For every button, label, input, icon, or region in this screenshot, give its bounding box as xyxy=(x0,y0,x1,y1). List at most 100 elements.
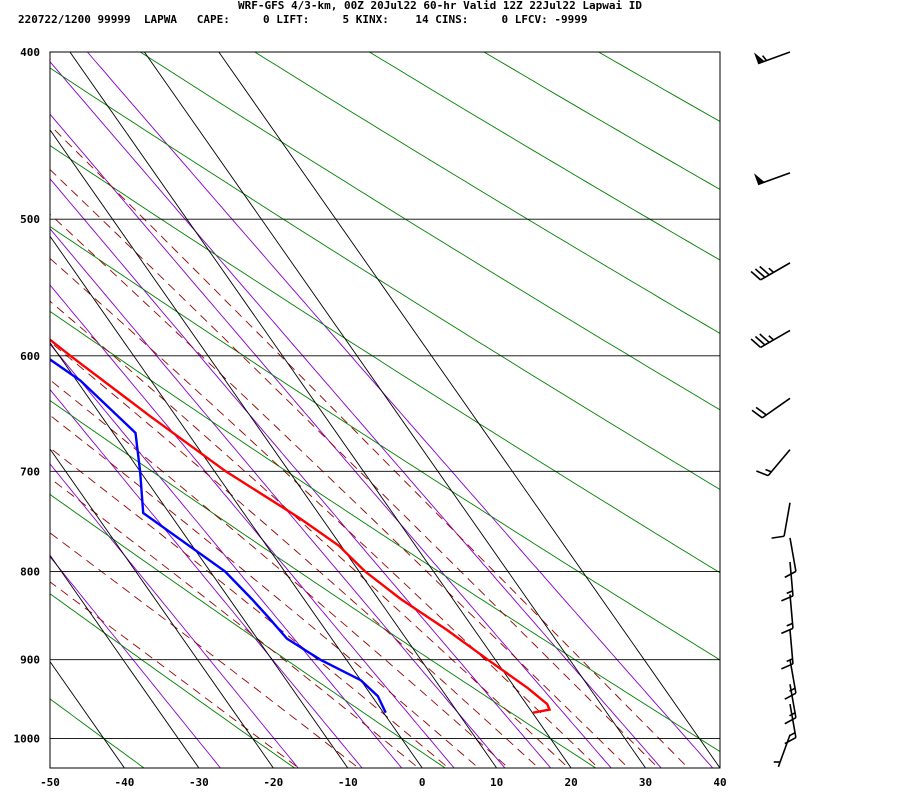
moist-adiabat-line xyxy=(50,414,480,768)
wind-barb-staff xyxy=(789,629,794,664)
wind-barb xyxy=(773,734,791,768)
wind-barb-full xyxy=(754,335,766,346)
mixing-ratio-line xyxy=(50,178,552,768)
isotherm-line xyxy=(69,51,572,769)
x-tick-labels: -50 -40 -30 -20 -10 0 10 20 30 40 xyxy=(40,776,727,789)
wind-barb-full xyxy=(781,627,794,635)
y-tick-label: 800 xyxy=(20,565,40,578)
wind-barb-full xyxy=(759,265,770,276)
wind-barb-staff xyxy=(789,561,794,596)
x-tick-label: -10 xyxy=(338,776,358,789)
wind-barb-staff xyxy=(789,659,797,694)
wind-barb-staff xyxy=(789,684,797,718)
y-tick-label: 1000 xyxy=(14,733,41,746)
isotherm-line xyxy=(49,555,200,769)
wind-barbs xyxy=(750,51,797,768)
isotherm-line xyxy=(49,661,125,769)
wind-barb-staff xyxy=(760,262,791,281)
mixing-ratio-lines xyxy=(50,52,714,768)
station-info-line: 220722/1200 99999 LAPWA CAPE: 0 LIFT: 5 … xyxy=(18,13,588,26)
dry-adiabat-line xyxy=(50,144,720,574)
moist-adiabat-line xyxy=(50,124,689,768)
wind-barb-staff xyxy=(761,397,791,419)
dry-adiabat-line xyxy=(50,67,720,491)
wind-barb xyxy=(750,329,791,349)
y-tick-label: 900 xyxy=(20,654,40,667)
x-tick-label: -50 xyxy=(40,776,60,789)
mixing-ratio-line xyxy=(50,555,221,768)
mixing-ratio-line xyxy=(50,61,662,768)
wind-barb-full xyxy=(755,406,767,416)
x-tick-label: -40 xyxy=(115,776,135,789)
isotherm-line xyxy=(143,51,646,769)
y-tick-labels: 400 500 600 700 800 900 1000 xyxy=(14,46,41,746)
moist-adiabat-line xyxy=(50,477,420,768)
mixing-ratio-line xyxy=(50,284,455,768)
wind-barb xyxy=(756,449,791,477)
moist-adiabat-line xyxy=(50,447,450,768)
wind-barb-full xyxy=(751,409,763,419)
x-tick-label: 10 xyxy=(490,776,503,789)
wind-barb-half xyxy=(786,590,793,595)
wind-barb xyxy=(753,51,791,65)
dry-adiabat-line xyxy=(483,52,720,190)
wind-barb-full xyxy=(759,333,770,344)
wind-barb-full xyxy=(781,595,794,602)
x-tick-label: 20 xyxy=(564,776,577,789)
wind-barb-half xyxy=(786,622,793,627)
wind-barb xyxy=(781,561,794,602)
x-tick-label: 0 xyxy=(419,776,426,789)
wind-barb xyxy=(784,659,797,700)
wind-barb-full xyxy=(771,535,785,539)
wind-barb-staff xyxy=(789,703,797,738)
dry-adiabat-line xyxy=(598,52,720,122)
wind-barb-staff xyxy=(783,502,791,537)
wind-barb xyxy=(750,262,791,281)
moist-adiabat-line xyxy=(50,300,570,768)
wind-barb xyxy=(771,502,791,539)
wind-barb-full xyxy=(784,717,797,725)
chart-title: WRF-GFS 4/3-km, 00Z 20Jul22 60-hr Valid … xyxy=(238,0,642,12)
dewpoint-profile-line xyxy=(50,358,387,714)
wind-barb-flag xyxy=(753,52,765,64)
mixing-ratio-line xyxy=(87,52,714,768)
wind-barb xyxy=(751,397,791,419)
y-tick-label: 700 xyxy=(20,465,40,478)
wind-barb-half xyxy=(768,335,775,341)
wind-barb xyxy=(781,594,794,635)
wind-barb-full xyxy=(750,338,762,349)
dry-adiabat-line xyxy=(50,310,720,753)
moist-adiabats xyxy=(50,124,689,768)
wind-barb-full xyxy=(784,692,797,700)
moist-adiabat-line xyxy=(50,341,540,768)
mixing-ratio-line xyxy=(50,388,363,768)
wind-barb-staff xyxy=(789,537,797,572)
dry-adiabat-line xyxy=(140,52,720,411)
wind-barb-full xyxy=(750,270,762,281)
moist-adiabat-line xyxy=(50,168,659,768)
wind-barb-staff xyxy=(757,51,791,65)
isotherm-line xyxy=(49,129,498,769)
wind-barb xyxy=(753,172,791,186)
wind-barb-full xyxy=(756,470,769,477)
wind-barb-half xyxy=(768,267,775,273)
x-tick-label: -30 xyxy=(189,776,209,789)
wind-barb-staff xyxy=(789,594,794,629)
wind-barb xyxy=(784,684,797,725)
dry-adiabat-line xyxy=(50,400,596,768)
isotherm-line xyxy=(49,235,423,769)
moist-adiabat-line xyxy=(50,379,510,768)
mixing-ratio-line xyxy=(50,463,299,768)
moist-adiabat-line xyxy=(50,213,629,768)
isotherm-line xyxy=(49,342,349,769)
x-tick-label: 30 xyxy=(639,776,652,789)
isotherm-line xyxy=(49,448,274,769)
x-tick-label: 40 xyxy=(713,776,726,789)
wind-barb-half xyxy=(765,468,772,473)
y-tick-label: 500 xyxy=(20,213,40,226)
wind-barb-staff xyxy=(760,329,791,349)
grid-lines xyxy=(49,51,721,769)
dry-adiabat-line xyxy=(50,226,720,661)
dry-adiabat-line xyxy=(50,593,295,768)
